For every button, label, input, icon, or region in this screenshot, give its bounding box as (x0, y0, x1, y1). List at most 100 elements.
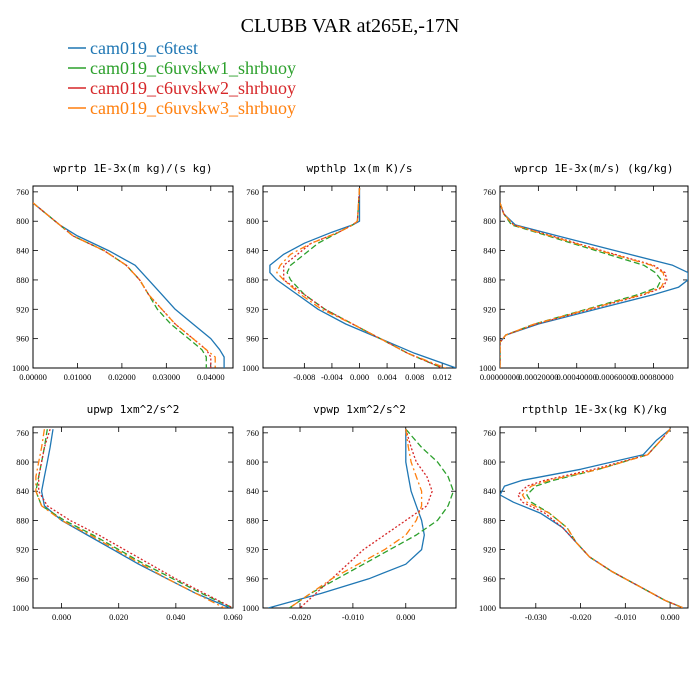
x-tick-label: 0.000 (52, 612, 71, 622)
y-tick-label: 800 (246, 457, 259, 467)
y-tick-label: 920 (483, 304, 496, 314)
x-tick-label: 0.040 (166, 612, 185, 622)
y-tick-label: 840 (16, 486, 29, 496)
y-tick-label: 760 (16, 428, 29, 438)
legend-label: cam019_c6uvskw2_shrbuoy (90, 78, 296, 98)
legend-label: cam019_c6uvskw3_shrbuoy (90, 98, 296, 118)
series-line (40, 429, 231, 608)
y-tick-label: 920 (16, 304, 29, 314)
series-group (33, 202, 225, 368)
x-tick-label: 0.00060000 (595, 372, 635, 382)
series-line (269, 188, 456, 368)
y-tick-label: 760 (16, 187, 29, 197)
y-tick-label: 800 (483, 216, 496, 226)
y-tick-label: 1000 (479, 363, 496, 373)
series-line (35, 429, 233, 608)
y-tick-label: 840 (16, 246, 29, 256)
series-line (299, 429, 433, 608)
y-tick-label: 1000 (242, 603, 259, 613)
y-tick-label: 760 (483, 428, 496, 438)
chart-panel-5: vpwp 1xm^2/s^2 760 800 840 880 920 960 1000 -0.0… (242, 403, 457, 622)
panel-title: wpthlp 1x(m K)/s (307, 162, 413, 175)
panel-title: vpwp 1xm^2/s^2 (313, 403, 406, 416)
x-tick-label: 0.000 (350, 372, 369, 382)
series-line (33, 202, 207, 368)
x-tick-label: 0.020 (109, 612, 128, 622)
x-tick-label: 0.00040000 (557, 372, 597, 382)
plot-frame (32, 426, 234, 609)
x-tick-label: 0.03000 (153, 372, 181, 382)
series-line (286, 188, 443, 368)
series-line (38, 429, 233, 608)
y-tick-label: 800 (16, 216, 29, 226)
series-line (500, 428, 684, 608)
x-tick-label: 0.012 (433, 372, 452, 382)
x-tick-label: -0.010 (342, 612, 364, 622)
legend-label: cam019_c6uvskw1_shrbuoy (90, 58, 296, 78)
panel-title: upwp 1xm^2/s^2 (87, 403, 180, 416)
series-line (500, 202, 688, 368)
y-tick-label: 960 (16, 574, 29, 584)
y-tick-label: 880 (16, 515, 29, 525)
panel-title: wprtp 1E-3x(m kg)/(s kg) (54, 162, 213, 175)
y-tick-label: 840 (483, 486, 496, 496)
x-tick-label: -0.020 (570, 612, 592, 622)
y-tick-label: 1000 (242, 363, 259, 373)
legend: cam019_c6testcam019_c6uvskw1_shrbuoycam0… (68, 38, 296, 118)
x-tick-label: 0.00000 (19, 372, 47, 382)
x-tick-label: 0.04000 (197, 372, 225, 382)
figure-title: CLUBB VAR at265E,-17N (241, 15, 460, 37)
y-tick-label: 880 (483, 515, 496, 525)
series-line (33, 202, 216, 368)
series-line (526, 428, 684, 608)
y-tick-label: 880 (246, 515, 259, 525)
x-tick-label: 0.01000 (64, 372, 92, 382)
chart-panel-1: wprtp 1E-3x(m kg)/(s kg) 760 800 840 880 920 9… (12, 162, 234, 382)
chart-panel-6: rtpthlp 1E-3x(kg K)/kg 760 800 840 880 920 960… (479, 403, 689, 622)
x-tick-label: 0.000 (396, 612, 415, 622)
x-tick-label: 0.00080000 (633, 372, 673, 382)
legend-label: cam019_c6test (90, 38, 198, 58)
x-tick-label: -0.010 (614, 612, 636, 622)
series-line (500, 202, 666, 368)
series-group (269, 188, 456, 368)
panel-title: wprcp 1E-3x(m/s) (kg/kg) (515, 162, 674, 175)
series-line (33, 202, 212, 368)
plot-frame (32, 185, 234, 369)
series-line (289, 429, 423, 608)
series-line (500, 202, 662, 368)
y-tick-label: 960 (16, 334, 29, 344)
series-line (517, 428, 684, 608)
y-tick-label: 920 (483, 545, 496, 555)
y-tick-label: 1000 (12, 363, 29, 373)
series-line (289, 428, 455, 608)
x-tick-label: 0.00000000 (480, 372, 520, 382)
x-tick-label: 0.000 (661, 612, 680, 622)
y-tick-label: 800 (483, 457, 496, 467)
x-tick-label: 0.004 (378, 372, 398, 382)
y-tick-label: 760 (246, 428, 259, 438)
plot-frame (499, 426, 689, 609)
y-tick-label: 800 (246, 216, 259, 226)
plot-frame (499, 185, 689, 369)
y-tick-label: 760 (483, 187, 496, 197)
plot-frame (262, 426, 457, 609)
series-group (268, 428, 455, 608)
y-tick-label: 920 (16, 545, 29, 555)
y-tick-label: 920 (246, 545, 259, 555)
x-tick-label: -0.004 (321, 372, 344, 382)
series-line (268, 429, 425, 608)
series-line (33, 202, 225, 368)
series-line (521, 428, 684, 608)
series-line (35, 429, 225, 608)
series-line (500, 202, 668, 368)
x-tick-label: 0.060 (223, 612, 242, 622)
series-group (35, 429, 233, 608)
chart-panel-4: upwp 1xm^2/s^2 760 800 840 880 920 960 1000 0.00… (12, 403, 243, 622)
y-tick-label: 1000 (479, 603, 496, 613)
y-tick-label: 760 (246, 187, 259, 197)
series-line (276, 188, 446, 368)
x-tick-label: 0.02000 (108, 372, 136, 382)
y-tick-label: 960 (483, 574, 496, 584)
